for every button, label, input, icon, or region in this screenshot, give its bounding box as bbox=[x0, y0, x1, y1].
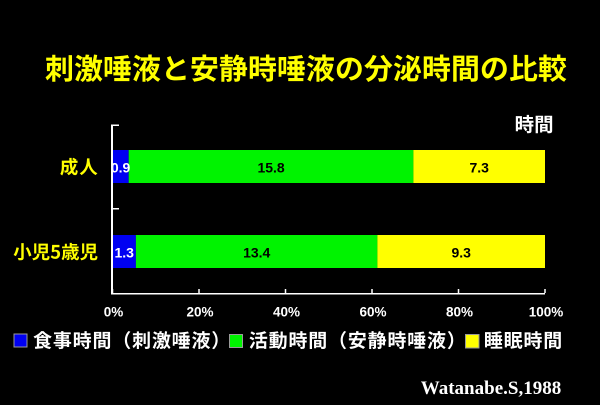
svg-text:0%: 0% bbox=[104, 304, 124, 319]
svg-text:7.3: 7.3 bbox=[469, 159, 489, 175]
svg-text:80%: 80% bbox=[446, 304, 473, 319]
svg-text:13.4: 13.4 bbox=[243, 244, 270, 260]
svg-text:100%: 100% bbox=[529, 304, 564, 319]
svg-text:20%: 20% bbox=[186, 304, 213, 319]
svg-text:9.3: 9.3 bbox=[451, 244, 471, 260]
svg-text:1.3: 1.3 bbox=[114, 244, 134, 260]
svg-text:60%: 60% bbox=[359, 304, 386, 319]
svg-text:40%: 40% bbox=[273, 304, 300, 319]
svg-text:Watanabe.S,1988: Watanabe.S,1988 bbox=[421, 378, 561, 399]
svg-text:0.9: 0.9 bbox=[111, 159, 131, 175]
svg-text:15.8: 15.8 bbox=[257, 159, 284, 175]
